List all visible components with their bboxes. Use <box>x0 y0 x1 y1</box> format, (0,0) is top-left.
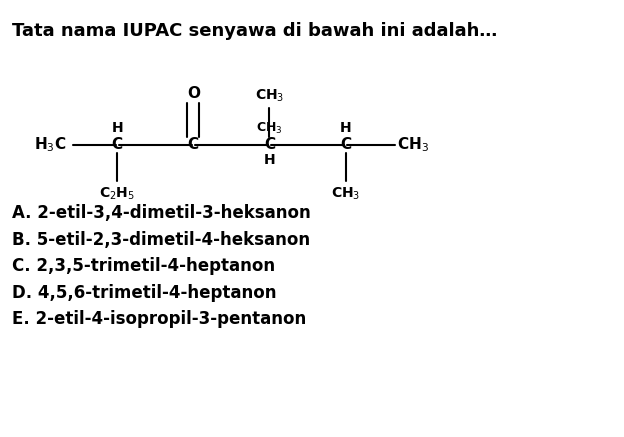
Text: H: H <box>340 121 351 135</box>
Text: C: C <box>112 137 123 153</box>
Text: H: H <box>263 153 275 167</box>
Text: B. 5-etil-2,3-dimetil-4-heksanon: B. 5-etil-2,3-dimetil-4-heksanon <box>12 231 310 249</box>
Text: H$_3$C: H$_3$C <box>34 135 66 154</box>
Text: C: C <box>264 137 275 153</box>
Text: CH$_3$: CH$_3$ <box>397 135 429 154</box>
Text: A. 2-etil-3,4-dimetil-3-heksanon: A. 2-etil-3,4-dimetil-3-heksanon <box>12 205 311 222</box>
Text: CH$_3$: CH$_3$ <box>331 186 360 202</box>
Text: D. 4,5,6-trimetil-4-heptanon: D. 4,5,6-trimetil-4-heptanon <box>12 284 276 302</box>
Text: C. 2,3,5-trimetil-4-heptanon: C. 2,3,5-trimetil-4-heptanon <box>12 257 275 275</box>
Text: C: C <box>340 137 351 153</box>
Text: O: O <box>187 86 200 101</box>
Text: Tata nama IUPAC senyawa di bawah ini adalah…: Tata nama IUPAC senyawa di bawah ini ada… <box>12 22 497 40</box>
Text: CH$_3$: CH$_3$ <box>255 87 284 104</box>
Text: E. 2-etil-4-isopropil-3-pentanon: E. 2-etil-4-isopropil-3-pentanon <box>12 310 306 328</box>
Text: C$_2$H$_5$: C$_2$H$_5$ <box>99 186 135 202</box>
Text: CH$_3$: CH$_3$ <box>256 121 283 136</box>
Text: H: H <box>111 121 123 135</box>
Text: C: C <box>188 137 199 153</box>
